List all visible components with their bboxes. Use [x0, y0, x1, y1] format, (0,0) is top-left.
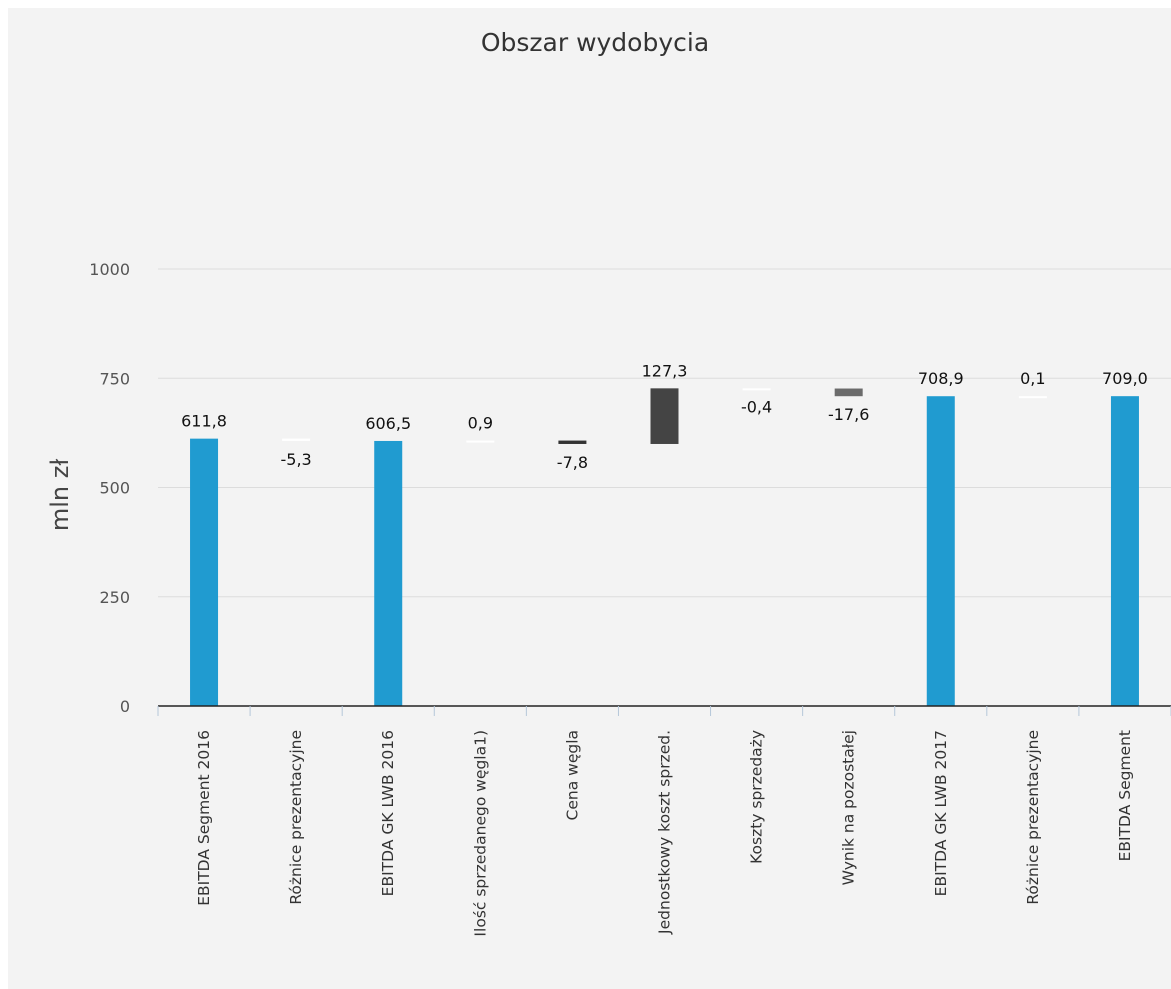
bar-10	[1018, 396, 1047, 399]
bar-11	[1110, 396, 1139, 706]
bar-8	[834, 388, 863, 397]
bar-2	[282, 438, 311, 441]
data-label: 611,8	[181, 412, 227, 431]
x-category-label: Różnice prezentacyjne	[1024, 730, 1042, 905]
bar-5	[558, 440, 587, 444]
data-labels: 611,8 -5,3 606,5 0,9 -7,8 127,3 -0,4 -17,6 708,9…	[181, 361, 1148, 472]
y-tick-label: 0	[120, 697, 130, 716]
data-label: -17,6	[828, 405, 869, 424]
bar-9	[926, 396, 955, 706]
data-label: 708,9	[918, 369, 964, 388]
data-label: 0,9	[468, 414, 493, 433]
x-axis	[157, 705, 1171, 716]
chart-panel: 0 250 500 750 1000 611,8 -5,3 606,5 0,9 -7,8 127,…	[8, 8, 1171, 989]
bar-1	[190, 438, 219, 706]
y-axis-label: mln zł	[46, 459, 74, 531]
chart-title: Obszar wydobycia	[481, 28, 709, 57]
bar-4	[466, 440, 495, 443]
data-label: 709,0	[1102, 369, 1148, 388]
grid-layer	[158, 268, 1171, 598]
data-label: -5,3	[281, 450, 312, 469]
y-tick-label: 1000	[89, 260, 130, 279]
data-label: 606,5	[365, 414, 411, 433]
bar-7	[742, 388, 771, 391]
y-axis-ticks: 0 250 500 750 1000	[89, 260, 130, 716]
x-category-label: EBITDA Segment 2016	[195, 730, 213, 906]
data-label: -0,4	[741, 398, 772, 417]
x-category-label: Jednostkowy koszt sprzed.	[656, 730, 674, 935]
bar-3	[374, 440, 403, 706]
data-label: 127,3	[642, 361, 688, 380]
waterfall-chart: 0 250 500 750 1000 611,8 -5,3 606,5 0,9 -7,8 127,…	[46, 28, 1171, 937]
x-category-label: EBITDA GK LWB 2016	[379, 730, 397, 896]
bar-6	[650, 388, 679, 444]
y-tick-label: 750	[99, 369, 130, 388]
x-axis-labels: EBITDA Segment 2016 Różnice prezentacyjne…	[195, 730, 1134, 937]
y-tick-label: 250	[99, 588, 130, 607]
x-category-label: Wynik na pozostałej	[840, 730, 858, 885]
x-category-label: Cena węgla	[563, 730, 581, 820]
x-category-label: EBITDA Segment	[1116, 730, 1134, 861]
y-tick-label: 500	[99, 479, 130, 498]
data-label: 0,1	[1020, 369, 1045, 388]
x-category-label: Ilość sprzedanego węgla1)	[471, 730, 489, 937]
bars	[190, 388, 1139, 706]
x-category-label: Różnice prezentacyjne	[287, 730, 305, 905]
x-category-label: EBITDA GK LWB 2017	[932, 730, 950, 896]
x-category-label: Koszty sprzedaży	[748, 730, 766, 864]
data-label: -7,8	[557, 453, 588, 472]
